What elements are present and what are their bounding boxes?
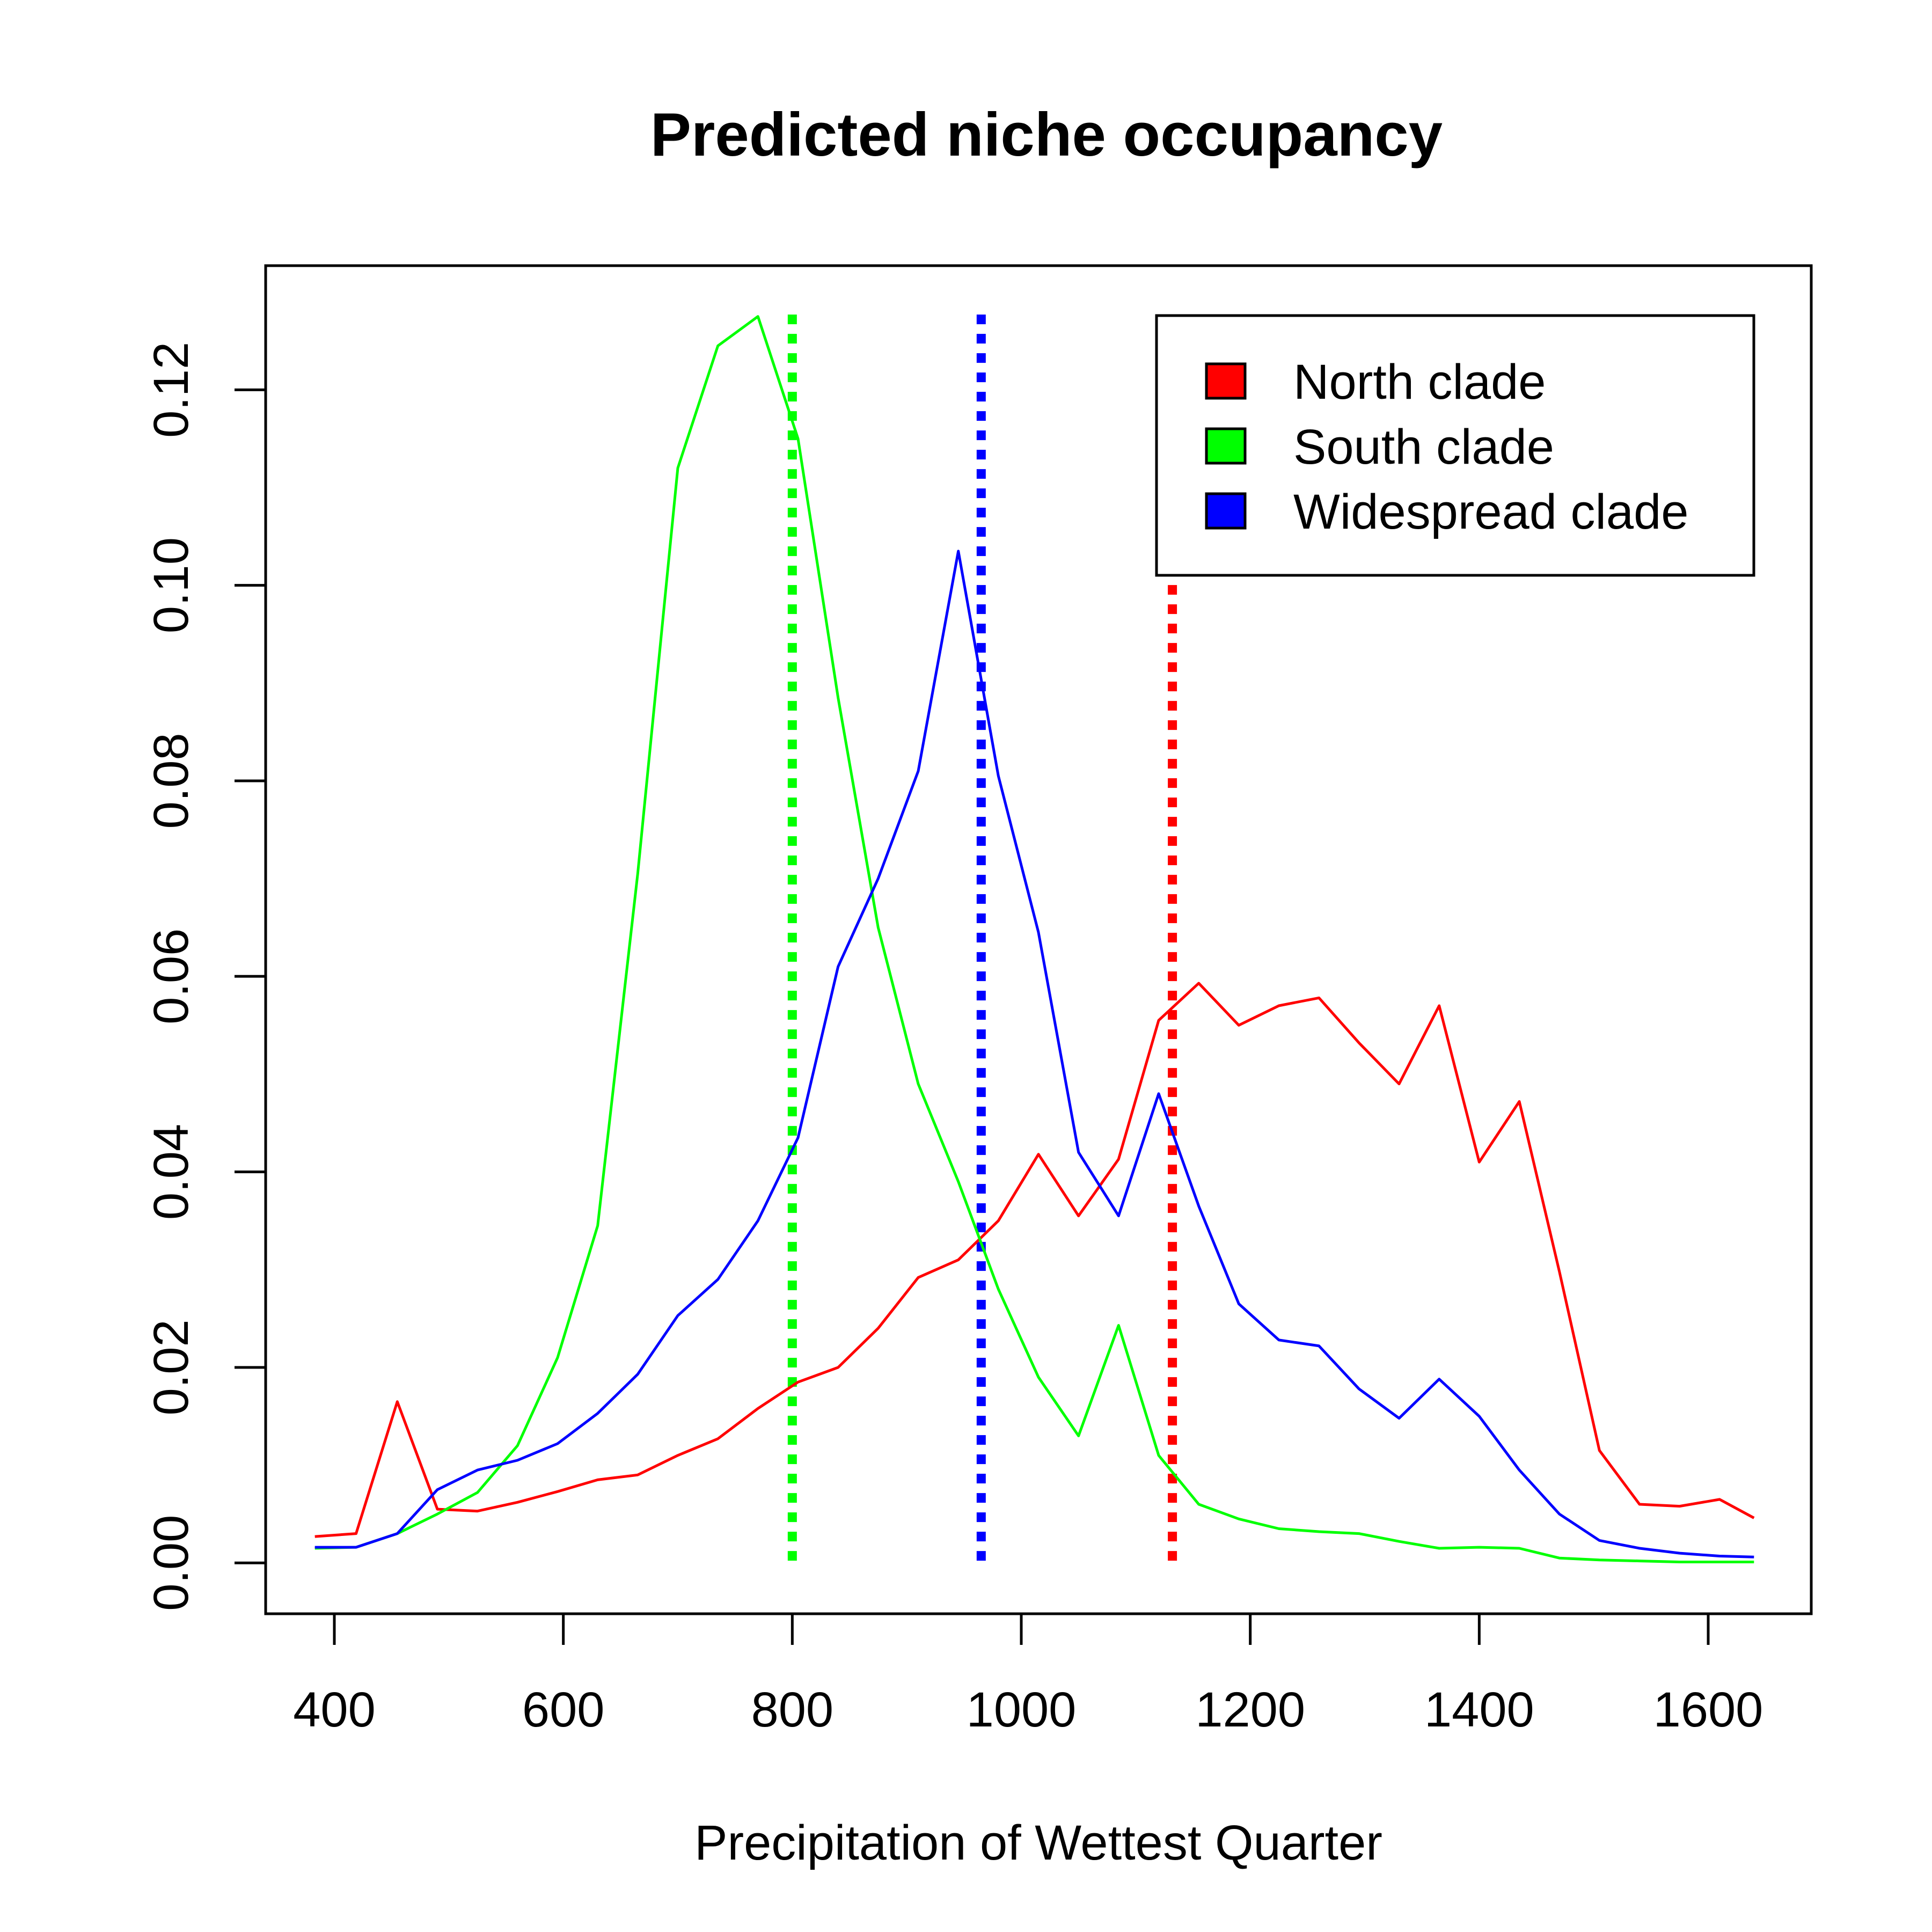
x-tick-label: 1200 xyxy=(1195,1682,1305,1737)
x-tick-label: 1000 xyxy=(967,1682,1077,1737)
chart-title: Predicted niche occupancy xyxy=(650,101,1443,169)
x-tick-label: 600 xyxy=(522,1682,605,1737)
reference-lines xyxy=(787,314,1177,1563)
legend-label-widespread-clade: Widespread clade xyxy=(1293,485,1688,539)
series-line-widespread-clade xyxy=(314,550,1754,1558)
y-tick-label: 0.10 xyxy=(144,537,199,633)
y-tick-label: 0.04 xyxy=(144,1124,199,1220)
series-lines xyxy=(314,315,1755,1563)
y-tick-label: 0.08 xyxy=(144,733,199,829)
legend: North clade South clade Widespread clade xyxy=(1155,314,1755,577)
y-tick-label: 0.06 xyxy=(144,928,199,1024)
legend-box xyxy=(1155,314,1755,577)
y-axis: 0.00 0.02 0.04 0.06 0.08 0.10 0.12 xyxy=(144,342,267,1611)
series-line-north-clade xyxy=(314,982,1755,1538)
legend-swatch-south-clade xyxy=(1205,427,1247,465)
y-tick-label: 0.02 xyxy=(144,1319,199,1415)
legend-label-north-clade: North clade xyxy=(1293,355,1546,409)
legend-label-south-clade: South clade xyxy=(1293,420,1554,474)
x-tick-label: 800 xyxy=(751,1682,834,1737)
x-axis: 400 600 800 1000 1200 1400 1600 xyxy=(293,1612,1763,1737)
series-line-south-clade xyxy=(314,315,1754,1563)
legend-swatch-north-clade xyxy=(1205,362,1247,400)
x-axis-label: Precipitation of Wettest Quarter xyxy=(694,1816,1382,1870)
x-tick-label: 1400 xyxy=(1424,1682,1534,1737)
y-tick-label: 0.12 xyxy=(144,342,199,438)
x-tick-label: 400 xyxy=(293,1682,376,1737)
y-tick-label: 0.00 xyxy=(144,1515,199,1611)
x-tick-label: 1600 xyxy=(1653,1682,1763,1737)
legend-swatch-widespread-clade xyxy=(1205,492,1247,530)
